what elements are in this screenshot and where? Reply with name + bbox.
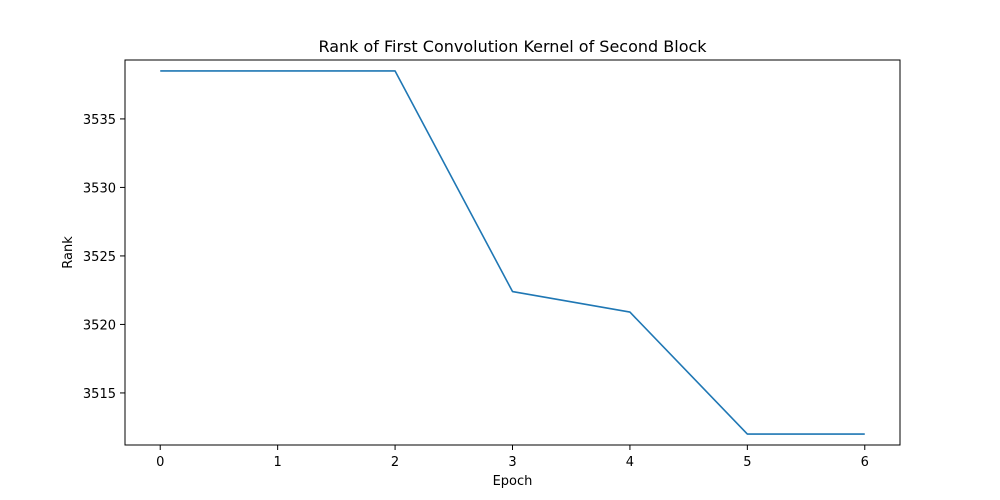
series-line [160, 70, 865, 435]
y-tick-label: 3520 [83, 318, 116, 333]
x-tick-label: 3 [508, 455, 516, 470]
x-tick-label: 2 [391, 455, 399, 470]
y-axis-label: Rank [61, 236, 76, 269]
y-tick-label: 3525 [83, 250, 116, 265]
chart-title: Rank of First Convolution Kernel of Seco… [318, 37, 707, 56]
x-tick-label: 1 [274, 455, 282, 470]
x-axis-label: Epoch [493, 474, 533, 489]
plot-frame [124, 59, 901, 446]
x-axis: 0 1 2 3 4 5 6 [156, 445, 869, 470]
y-tick-label: 3535 [83, 113, 116, 128]
y-tick-label: 3530 [83, 181, 116, 196]
x-tick-label: 5 [743, 455, 751, 470]
x-tick-label: 4 [626, 455, 634, 470]
y-axis: 3515 3520 3525 3530 3535 [83, 113, 125, 402]
x-tick-label: 0 [156, 455, 164, 470]
x-tick-label: 6 [861, 455, 869, 470]
plot-area [160, 70, 865, 435]
y-tick-label: 3515 [83, 387, 116, 402]
